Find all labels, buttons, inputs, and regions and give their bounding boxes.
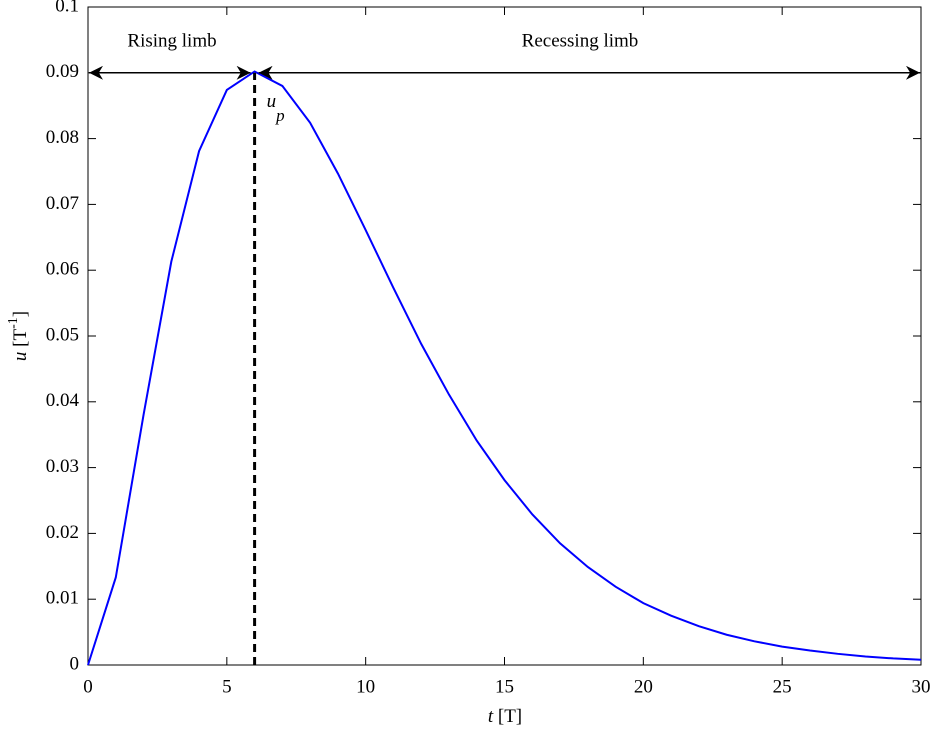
plot-frame [87, 6, 922, 666]
y-tick-label: 0.07 [46, 193, 79, 214]
y-tick-label: 0.08 [46, 127, 79, 148]
rising-limb-label: Rising limb [127, 30, 216, 51]
y-axis-label: u [T-1] [6, 311, 31, 361]
y-tick-label: 0.01 [46, 588, 79, 609]
x-tick-label: 0 [83, 676, 93, 697]
peak-label: up [267, 91, 285, 125]
x-tick-label: 5 [222, 676, 232, 697]
data-line [87, 70, 922, 666]
y-tick-label: 0.03 [46, 456, 79, 477]
x-axis-unit: [T] [498, 706, 522, 727]
peak-symbol: u [267, 91, 277, 112]
y-tick-label: 0.09 [46, 61, 79, 82]
y-tick-label: 0.1 [55, 0, 79, 16]
y-tick-label: 0.02 [46, 522, 79, 543]
x-axis-label: t [T] [488, 706, 522, 727]
y-axis-unit-exponent: -1 [6, 317, 21, 329]
y-tick-label: 0.04 [46, 390, 80, 411]
plot-layer: 0 5 10 15 20 25 30 0 0.01 0.02 0.03 0.04 0.05 0.06 0.0… [46, 0, 931, 697]
y-axis-unit-close: ] [10, 311, 31, 317]
y-axis-unit: [T [10, 329, 31, 347]
x-axis-symbol: t [488, 706, 494, 727]
y-tick-label: 0.06 [46, 259, 79, 280]
x-tick-label: 10 [356, 676, 375, 697]
y-tick-label: 0 [70, 653, 80, 674]
y-axis-symbol: u [10, 352, 31, 362]
recessing-limb-label: Recessing limb [522, 30, 639, 51]
x-tick-label: 20 [634, 676, 653, 697]
x-tick-label: 15 [495, 676, 514, 697]
y-tick-label: 0.05 [46, 324, 79, 345]
x-tick-label: 30 [912, 676, 931, 697]
x-tick-label: 25 [773, 676, 792, 697]
peak-subscript: p [275, 106, 285, 125]
